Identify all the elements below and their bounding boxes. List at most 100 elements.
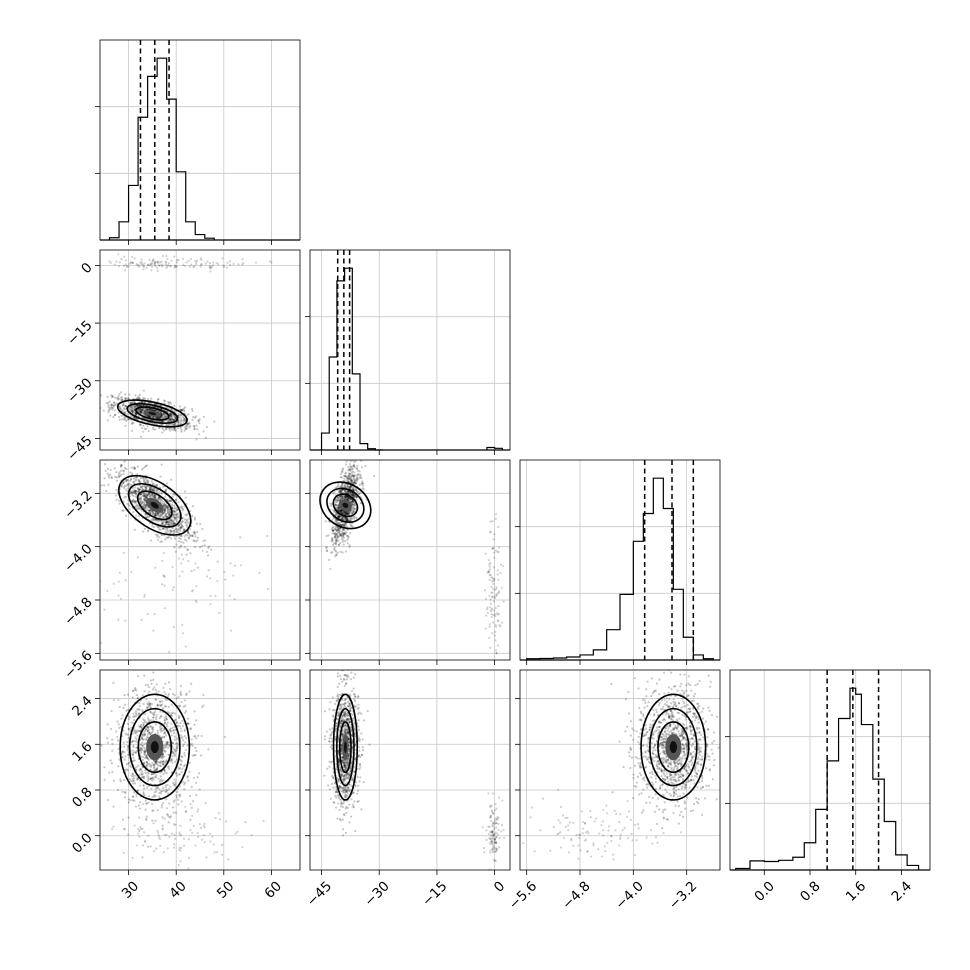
scatter-point: [134, 714, 137, 718]
scatter-point: [126, 484, 129, 487]
scatter-point: [191, 505, 195, 508]
scatter-point: [110, 403, 113, 406]
scatter-point: [106, 419, 109, 422]
scatter-point: [338, 510, 342, 513]
scatter-point: [351, 503, 354, 506]
scatter-point: [149, 705, 152, 708]
scatter-point: [153, 795, 156, 798]
scatter-point: [199, 826, 203, 830]
scatter-point: [173, 748, 176, 751]
scatter-point: [147, 415, 150, 418]
scatter-point: [187, 867, 190, 870]
scatter-point: [179, 408, 182, 411]
scatter-point: [103, 608, 106, 611]
scatter-point: [172, 419, 175, 422]
scatter-point: [193, 428, 196, 431]
scatter-point: [195, 424, 198, 427]
scatter-point: [110, 395, 113, 398]
scatter-point: [140, 435, 143, 438]
scatter-point: [169, 816, 172, 819]
scatter-point: [138, 404, 141, 408]
scatter-point: [160, 260, 163, 263]
scatter-point: [164, 509, 167, 512]
scatter-point: [168, 413, 172, 417]
scatter-point: [164, 682, 167, 685]
scatter-point: [130, 780, 133, 783]
scatter-point: [178, 516, 181, 519]
scatter-point: [141, 772, 144, 775]
scatter-point: [152, 495, 155, 498]
scatter-point: [162, 527, 166, 530]
scatter-point: [153, 686, 156, 689]
scatter-point: [343, 524, 346, 527]
density-contour: [126, 402, 179, 424]
scatter-point: [111, 828, 114, 831]
scatter-point: [133, 715, 136, 718]
scatter-point: [140, 468, 144, 471]
scatter-point: [152, 629, 155, 632]
scatter-point: [139, 507, 142, 511]
scatter-point: [353, 476, 356, 479]
scatter-point: [186, 775, 189, 778]
scatter-point: [163, 584, 166, 587]
scatter-point: [156, 488, 159, 491]
scatter-point: [137, 490, 140, 493]
scatter-point: [193, 545, 197, 549]
scatter-point: [126, 479, 129, 482]
scatter-point: [165, 520, 168, 523]
scatter-point: [155, 769, 158, 772]
scatter-point: [115, 476, 118, 479]
scatter-point: [143, 731, 146, 734]
scatter-point: [138, 769, 141, 772]
scatter-point: [126, 479, 129, 482]
scatter-point: [339, 534, 342, 537]
scatter-point: [340, 510, 343, 513]
scatter-point: [158, 536, 161, 539]
scatter-point: [136, 264, 139, 267]
scatter-point: [159, 844, 162, 847]
scatter-point: [181, 725, 185, 728]
scatter-point: [352, 474, 355, 477]
scatter-point: [187, 717, 190, 720]
scatter-point: [109, 261, 112, 264]
scatter-point: [356, 477, 359, 480]
scatter-point: [232, 262, 235, 266]
scatter-point: [156, 514, 159, 517]
scatter-point: [185, 539, 188, 542]
scatter-point: [179, 545, 182, 549]
density-contour: [118, 474, 192, 536]
scatter-point: [354, 460, 357, 463]
scatter-point: [328, 558, 331, 561]
scatter-point: [491, 591, 494, 594]
scatter-point: [136, 417, 139, 421]
scatter-point: [351, 486, 354, 489]
scatter-point: [135, 413, 138, 416]
scatter-point: [342, 495, 345, 498]
scatter-point: [340, 532, 343, 536]
scatter-point: [162, 755, 165, 758]
scatter-point: [170, 408, 173, 411]
scatter-point: [341, 540, 344, 544]
scatter-point: [151, 726, 155, 729]
scatter-point: [131, 261, 135, 264]
scatter-point: [142, 494, 145, 497]
scatter-point: [131, 772, 135, 776]
scatter-point: [345, 516, 348, 519]
scatter-point: [142, 738, 145, 741]
scatter-point: [154, 496, 157, 499]
scatter-point: [173, 507, 176, 510]
scatter-point: [331, 529, 335, 532]
scatter-point: [156, 491, 159, 494]
scatter-point: [136, 490, 140, 493]
scatter-point: [119, 463, 123, 467]
scatter-point: [154, 484, 157, 487]
scatter-point: [140, 410, 143, 414]
scatter-point: [130, 261, 133, 265]
scatter-point: [166, 766, 170, 769]
scatter-point: [495, 594, 498, 597]
scatter-point: [177, 501, 180, 504]
scatter-point: [105, 490, 108, 493]
scatter-point: [341, 518, 344, 521]
scatter-point: [126, 693, 130, 696]
scatter-point: [140, 618, 143, 621]
